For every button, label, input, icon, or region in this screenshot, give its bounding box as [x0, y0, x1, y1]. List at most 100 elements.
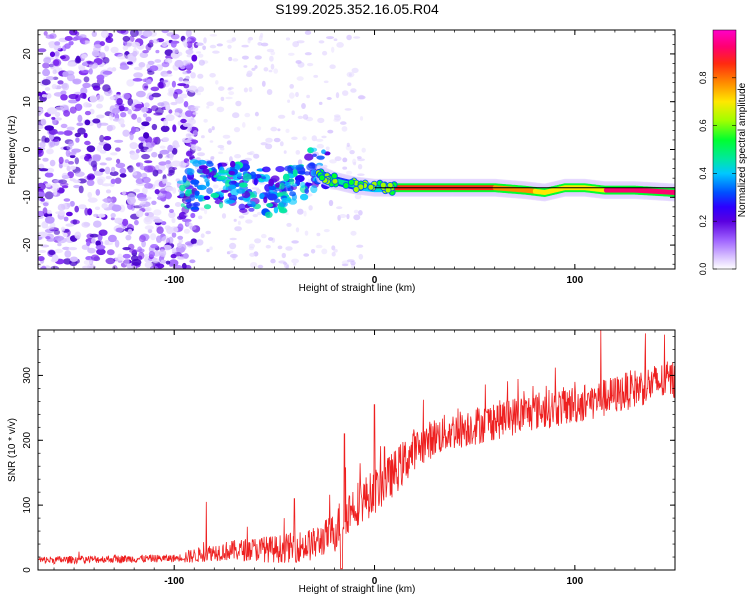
heatmap-transition-blob: [261, 166, 271, 173]
heatmap-noise-blob: [127, 165, 134, 173]
heatmap-noise-blob: [41, 265, 47, 269]
heatmap-noise-blob: [126, 196, 136, 205]
heatmap-faint-blob: [329, 159, 337, 164]
heatmap-noise-blob: [160, 221, 167, 226]
heatmap-faint-blob: [350, 261, 356, 266]
heatmap-noise-blob: [189, 259, 196, 264]
heatmap-faint-blob: [354, 193, 362, 200]
heatmap-noise-blob: [81, 69, 90, 74]
heatmap-transition-blob: [206, 187, 214, 194]
heatmap-noise-blob: [178, 77, 184, 82]
heatmap-noise-blob: [63, 198, 71, 202]
heatmap-faint-blob: [227, 88, 232, 91]
heatmap-faint-blob: [195, 42, 204, 46]
heatmap-ridge-node: [318, 174, 326, 182]
heatmap-noise-blob: [171, 217, 176, 224]
heatmap-faint-blob: [285, 212, 289, 216]
heatmap-noise-blob: [69, 151, 77, 155]
heatmap-faint-blob: [205, 230, 211, 235]
heatmap-noise-blob: [38, 182, 46, 191]
heatmap-faint-blob: [316, 143, 324, 149]
heatmap-faint-blob: [270, 126, 278, 132]
heatmap-noise-blob: [83, 259, 92, 266]
heatmap-noise-blob: [134, 219, 139, 226]
heatmap-faint-blob: [285, 246, 293, 251]
heatmap-noise-blob: [103, 143, 112, 151]
heatmap-noise-blob: [43, 57, 52, 64]
heatmap-noise-blob: [92, 118, 101, 124]
heatmap-noise-blob: [174, 112, 180, 116]
heatmap-faint-blob: [295, 60, 302, 64]
heatmap-transition-blob: [279, 206, 287, 213]
heatmap-faint-blob: [306, 94, 310, 99]
heatmap-transition-blob: [287, 166, 293, 174]
heatmap-noise-blob: [161, 42, 168, 47]
heatmap-faint-blob: [339, 214, 347, 218]
heatmap-noise-blob: [187, 118, 196, 125]
heatmap-noise-blob: [141, 121, 150, 127]
heatmap-faint-blob: [331, 245, 336, 251]
heatmap-transition-blob: [259, 193, 265, 199]
y-tick-label: 0: [22, 146, 33, 152]
heatmap-faint-blob: [302, 114, 309, 120]
heatmap-noise-blob: [73, 184, 81, 189]
heatmap-noise-blob: [98, 229, 108, 236]
heatmap-transition-blob: [289, 178, 295, 185]
heatmap-faint-blob: [182, 71, 188, 75]
heatmap-transition-blob: [306, 163, 316, 171]
heatmap-noise-blob: [93, 213, 99, 218]
heatmap-faint-blob: [209, 44, 217, 49]
snr-x-label: Height of straight line (km): [299, 584, 416, 595]
heatmap-transition-blob: [189, 194, 196, 201]
heatmap-faint-blob: [322, 50, 328, 56]
heatmap-faint-blob: [268, 237, 274, 241]
heatmap-transition-blob: [262, 174, 271, 182]
y-tick-label: 0: [22, 567, 33, 573]
heatmap-noise-blob: [44, 87, 51, 91]
heatmap-noise-blob: [102, 57, 110, 64]
heatmap-transition-blob: [185, 199, 192, 203]
heatmap-noise-blob: [54, 235, 65, 241]
heatmap-noise-blob: [163, 118, 169, 127]
heatmap-faint-blob: [220, 96, 225, 101]
colorbar: 0.0 0.2 0.4 0.6 0.8 Normalized spectral ampl…: [698, 29, 748, 275]
heatmap-noise-blob: [41, 94, 47, 98]
heatmap-faint-blob: [243, 65, 248, 68]
heatmap-noise-blob: [179, 93, 188, 99]
heatmap-faint-blob: [229, 242, 237, 250]
heatmap-faint-blob: [340, 121, 347, 125]
heatmap-noise-blob: [100, 30, 109, 38]
heatmap-faint-blob: [231, 37, 237, 42]
heatmap-faint-blob: [260, 42, 269, 47]
heatmap-noise-blob: [164, 186, 174, 192]
heatmap-noise-blob: [182, 139, 192, 143]
heatmap-faint-blob: [241, 55, 249, 60]
heatmap-noise-blob: [117, 53, 127, 60]
heatmap-noise-blob: [180, 118, 187, 124]
heatmap-noise-blob: [43, 31, 48, 36]
heatmap-noise-blob: [83, 76, 90, 83]
heatmap-noise-blob: [38, 191, 46, 198]
heatmap-ridge-node: [384, 186, 392, 194]
heatmap-faint-blob: [349, 150, 355, 155]
heatmap-faint-blob: [353, 36, 361, 39]
heatmap-faint-blob: [287, 99, 291, 103]
heatmap-noise-blob: [49, 51, 56, 58]
heatmap-faint-blob: [342, 157, 348, 163]
heatmap-noise-blob: [161, 236, 170, 243]
heatmap-faint-blob: [357, 173, 365, 176]
heatmap-faint-blob: [323, 80, 329, 84]
heatmap-transition-blob: [247, 200, 256, 207]
heatmap-noise-blob: [151, 257, 160, 263]
heatmap-faint-blob: [333, 114, 341, 118]
heatmap-noise-blob: [106, 125, 113, 132]
heatmap-transition-blob: [304, 188, 310, 194]
snr-y-label: SNR (10 * v/v): [7, 418, 18, 482]
heatmap-noise-blob: [149, 65, 159, 72]
heatmap-faint-blob: [283, 150, 287, 154]
heatmap-transition-blob: [268, 178, 275, 187]
heatmap-faint-blob: [246, 70, 253, 77]
heatmap-noise-blob: [105, 157, 113, 161]
heatmap-faint-blob: [350, 230, 357, 236]
heatmap-faint-blob: [210, 156, 215, 160]
